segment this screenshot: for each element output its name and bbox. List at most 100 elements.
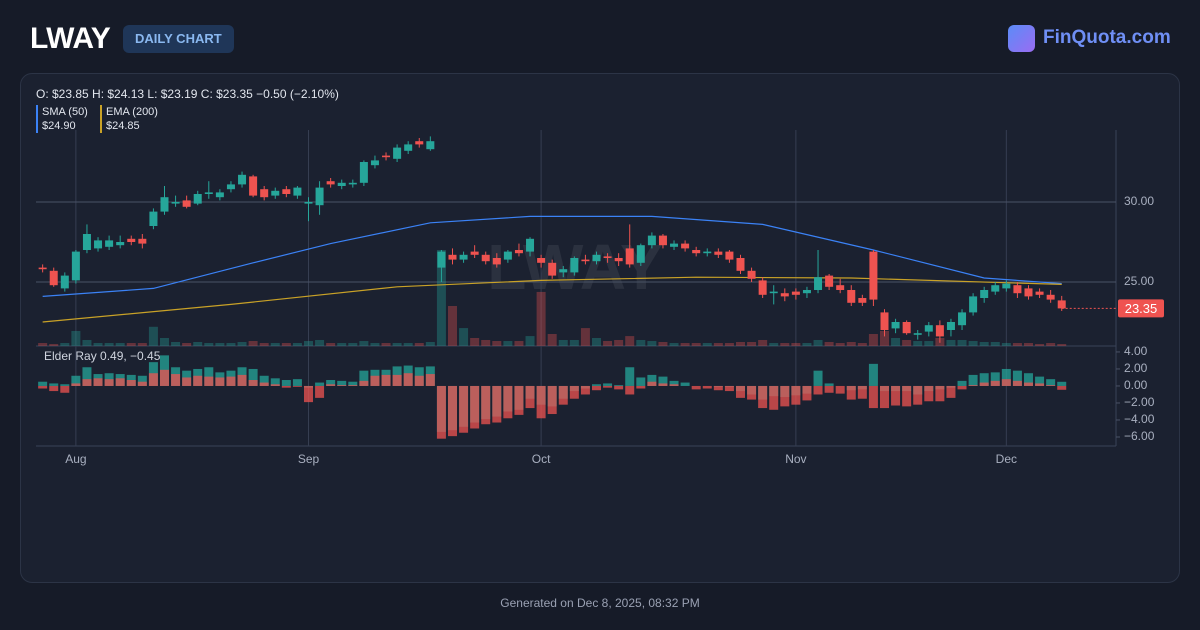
elder-bar — [292, 385, 302, 387]
candle-body — [282, 189, 291, 194]
elder-bar — [60, 384, 70, 386]
elder-bar — [82, 379, 92, 386]
elder-bar — [591, 384, 601, 386]
elder-bar — [747, 385, 757, 400]
candle-body — [747, 270, 756, 279]
volume-bar — [1057, 344, 1067, 346]
elder-bar — [824, 385, 834, 393]
volume-bar — [558, 339, 568, 346]
volume-bar — [647, 341, 657, 346]
elder-bar — [270, 384, 280, 386]
elder-bar — [924, 385, 934, 402]
candle-body — [703, 251, 712, 254]
candle-body — [836, 285, 845, 290]
candle-body — [492, 258, 501, 265]
elder-bar — [669, 384, 679, 386]
elder-bar — [503, 385, 513, 419]
brand-name[interactable]: FinQuota.com — [1043, 27, 1171, 48]
candle-body — [326, 181, 335, 185]
volume-bar — [348, 342, 358, 346]
elder-bar — [403, 373, 413, 386]
elder-bar — [1001, 379, 1011, 386]
candle-body — [913, 333, 922, 335]
candle-body — [337, 182, 346, 186]
volume-bar — [924, 341, 934, 346]
candle-body — [127, 238, 136, 242]
candle-body — [559, 269, 568, 273]
elder-bar — [381, 374, 391, 386]
elder-bar — [237, 374, 247, 386]
elder-bar — [137, 375, 147, 386]
elder-bar — [957, 380, 967, 386]
volume-bar — [182, 342, 192, 346]
y-tick-label: −2.00 — [1124, 395, 1155, 409]
volume-bar — [946, 339, 956, 346]
last-price-tag — [1118, 299, 1164, 318]
elder-bar — [614, 385, 624, 386]
volume-bar — [1012, 342, 1022, 346]
volume-bar — [780, 342, 790, 346]
elder-bar — [93, 378, 103, 386]
footer: Generated on Dec 8, 2025, 08:32 PM — [500, 596, 700, 610]
elder-bar — [292, 379, 302, 386]
elder-bar — [248, 368, 258, 386]
volume-bar — [38, 342, 48, 346]
elder-bar — [769, 385, 779, 410]
volume-bar — [979, 342, 989, 346]
volume-bar — [525, 336, 535, 346]
volume-bar — [591, 338, 601, 346]
candle-body — [991, 285, 1000, 292]
elder-bar — [1035, 383, 1045, 386]
volume-bar — [326, 342, 336, 346]
volume-bar — [902, 339, 912, 346]
elder-bar — [514, 385, 524, 415]
elder-bar — [337, 380, 347, 386]
elder-bar — [348, 381, 358, 386]
volume-bar — [425, 342, 435, 346]
elder-bar — [436, 385, 446, 439]
volume-bar — [126, 342, 136, 346]
volume-bar — [824, 342, 834, 346]
elder-bar — [558, 385, 568, 405]
candle-body — [82, 234, 91, 250]
volume-bar — [891, 338, 901, 346]
volume-bar — [691, 342, 701, 346]
volume-bar — [71, 330, 81, 346]
elder-bar — [647, 381, 657, 386]
elder-bar — [315, 385, 325, 398]
candle-body — [902, 322, 911, 334]
candle-body — [825, 275, 834, 287]
volume-bar — [625, 336, 635, 346]
candle-body — [359, 162, 368, 183]
y-tick-label: −6.00 — [1124, 429, 1155, 443]
volume-bar — [1023, 342, 1033, 346]
candle-body — [814, 277, 823, 290]
volume-bar — [758, 339, 768, 346]
legend-label: SMA (50) — [42, 106, 88, 118]
elder-bar — [348, 385, 358, 386]
candle-body — [249, 176, 258, 196]
candle-body — [94, 240, 103, 249]
line — [42, 276, 1062, 323]
volume-bar — [835, 342, 845, 346]
elder-bar — [281, 380, 291, 386]
candle-body — [924, 325, 933, 332]
y-tick-label: 4.00 — [1124, 344, 1148, 358]
elder-bar — [470, 385, 480, 429]
elder-bar — [1023, 382, 1033, 386]
elder-bar — [702, 385, 712, 389]
candle-body — [215, 192, 224, 198]
candle-body — [514, 250, 523, 254]
volume-bar — [148, 326, 158, 346]
elder-bar — [569, 385, 579, 399]
candle-body — [1035, 291, 1044, 295]
volume-bar — [514, 341, 524, 346]
candle-body — [315, 187, 324, 206]
volume-bar — [370, 342, 380, 346]
y-tick-label: 2.00 — [1124, 361, 1148, 375]
candle-body — [393, 147, 402, 159]
x-tick-label: Oct — [532, 452, 551, 466]
elder-bar — [636, 377, 646, 386]
